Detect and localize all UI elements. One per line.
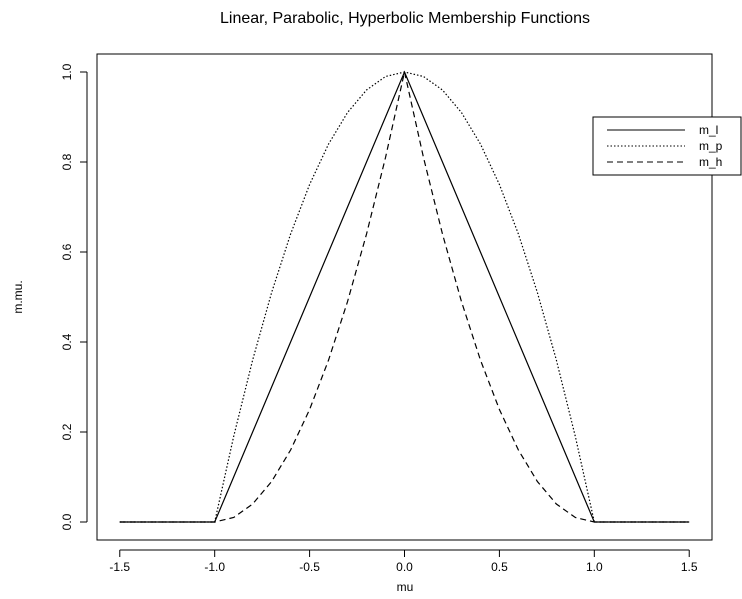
y-tick-label: 0.0 [60,513,74,530]
x-tick-label: 1.0 [586,560,603,574]
x-tick-label: 0.0 [396,560,413,574]
series-line [119,71,690,523]
chart-title: Linear, Parabolic, Hyperbolic Membership… [220,10,590,27]
y-tick-label: 0.4 [60,333,74,350]
x-tick-label: -1.5 [109,560,130,574]
y-axis-label: m.mu. [11,280,25,313]
y-tick-label: 1.0 [60,63,74,80]
x-tick-label: 1.5 [681,560,698,574]
x-axis-label: mu [397,580,414,594]
legend-label: m_p [699,139,723,153]
y-tick-label: 0.2 [60,423,74,440]
x-tick-label: 0.5 [491,560,508,574]
x-tick-label: -0.5 [299,560,320,574]
legend-label: m_l [699,123,718,137]
plot-frame [96,53,713,541]
y-tick-label: 0.8 [60,153,74,170]
y-tick-label: 0.6 [60,243,74,260]
x-tick-label: -1.0 [204,560,225,574]
legend-label: m_h [699,155,722,169]
